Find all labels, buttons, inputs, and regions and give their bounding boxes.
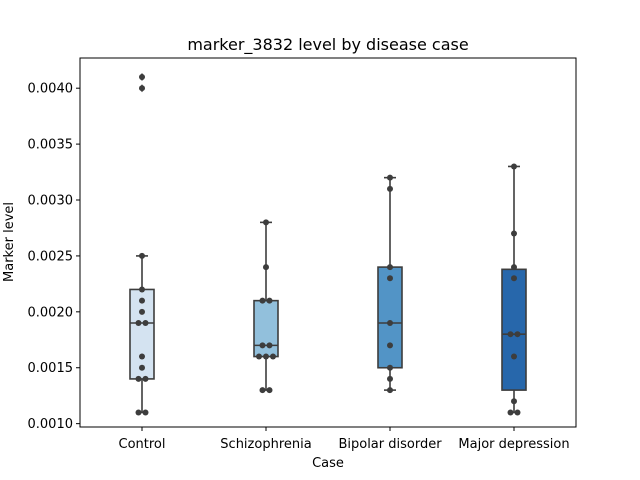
data-point [139,252,145,259]
box-body [377,266,403,369]
box-body [129,288,155,380]
x-tick-label: Major depression [458,437,569,452]
data-point [139,353,145,360]
data-point [142,409,149,416]
box-2 [253,221,279,391]
data-point [139,364,145,371]
data-point [387,174,393,181]
data-point [266,342,273,349]
data-point [142,320,149,327]
data-point [387,264,393,271]
data-point [139,286,145,293]
data-point [387,320,393,327]
y-tick-label: 0.0025 [28,249,74,264]
data-point [139,308,145,315]
data-point [259,297,266,304]
plot-area [79,57,577,428]
box-body [253,299,279,358]
x-axis-label: Case [312,456,344,471]
data-point [511,398,517,405]
y-axis: 0.0010 0.0015 0.0020 0.0025 0.0030 0.0035 0.00… [28,82,80,432]
data-point [387,342,393,349]
data-point [270,353,276,360]
x-tick-label: Control [119,437,166,452]
data-point [511,163,517,170]
swarm-3 [387,174,393,394]
y-tick-label: 0.0015 [28,361,74,376]
data-point [139,74,145,81]
data-point [135,409,142,416]
x-tick-label: Bipolar disorder [338,437,442,452]
data-point [387,185,393,192]
box-body [501,268,527,391]
data-point [514,409,521,416]
data-point [387,387,393,394]
data-point [259,387,266,394]
data-point [256,353,262,360]
y-tick-label: 0.0010 [28,417,74,432]
data-point [514,331,521,338]
y-tick-label: 0.0020 [28,305,74,320]
chart-title: marker_3832 level by disease case [187,35,468,55]
data-point [142,375,149,382]
data-point [135,375,142,382]
data-point [511,275,517,282]
data-point [139,297,145,304]
data-point [135,320,142,327]
data-point [507,409,514,416]
swarm-1 [135,74,149,416]
data-point [387,375,393,382]
x-axis: Control Schizophrenia Bipolar disorder Majo… [119,427,570,452]
data-point [511,353,517,360]
data-point [259,342,266,349]
data-point [511,264,517,271]
swarm-4 [507,163,521,416]
data-point [266,387,273,394]
box-1 [129,73,155,414]
data-point [263,353,269,360]
data-point [511,230,517,237]
data-point [387,275,393,282]
y-tick-label: 0.0035 [28,138,74,153]
data-point [263,264,269,271]
swarm-2 [256,219,276,394]
box-3 [377,176,403,391]
y-axis-label: Marker level [2,202,17,282]
data-point [507,331,514,338]
y-tick-label: 0.0040 [28,82,74,97]
y-tick-label: 0.0030 [28,194,74,209]
box-4 [501,165,527,414]
data-point [263,219,269,226]
data-point [139,85,145,92]
plot-frame [79,57,577,428]
data-point [266,297,273,304]
x-tick-label: Schizophrenia [220,437,311,452]
data-point [387,364,393,371]
